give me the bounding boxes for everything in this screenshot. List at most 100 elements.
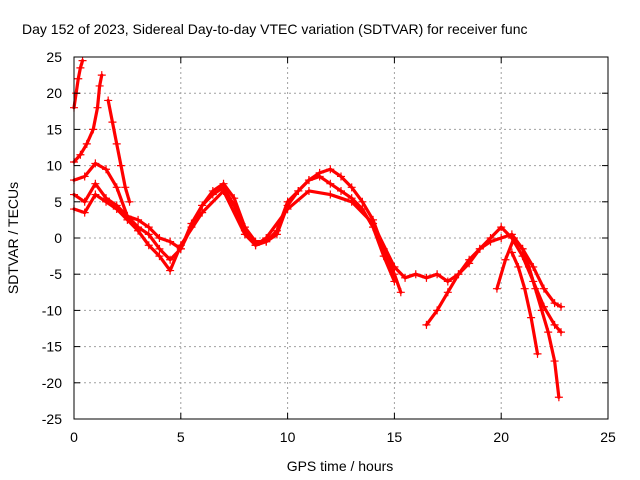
data-point: [337, 186, 345, 195]
series-line: [495, 236, 561, 399]
data-point: [390, 277, 399, 286]
y-axis-title: SDTVAR / TECUs: [5, 182, 21, 294]
data-point: [76, 63, 85, 72]
series-track-3: [104, 96, 134, 206]
data-point: [554, 393, 563, 402]
plot-frame: [73, 56, 609, 420]
data-point: [155, 234, 164, 242]
data-point: [443, 288, 452, 297]
data-point: [219, 186, 228, 195]
data-point: [326, 179, 335, 188]
y-tick-label: 10: [46, 158, 62, 174]
data-point: [155, 244, 164, 253]
data-point: [379, 252, 388, 261]
data-point: [539, 284, 548, 293]
series-track-6: [70, 186, 399, 275]
data-point: [465, 255, 474, 264]
data-point: [144, 223, 153, 232]
data-point: [326, 190, 335, 199]
data-point: [112, 139, 121, 148]
data-point: [121, 183, 130, 192]
y-tick-label: -20: [42, 375, 62, 391]
data-point: [401, 273, 410, 282]
x-tick-label: 20: [493, 429, 509, 445]
data-point: [514, 262, 523, 271]
data-point: [272, 226, 281, 235]
series-track-2: [70, 71, 106, 166]
data-point: [326, 165, 335, 174]
y-tick-label: 15: [46, 121, 62, 137]
data-point: [544, 328, 553, 337]
data-point: [537, 306, 546, 315]
data-point: [198, 208, 207, 217]
x-tick-label: 10: [280, 429, 296, 445]
data-point: [304, 176, 313, 185]
x-tick-label: 25: [600, 429, 616, 445]
axes-layer: 0 5 10 15 20 25 -25 -20 -15 -10 -5 0 5 10 15 20 25: [42, 49, 616, 445]
data-point: [304, 186, 313, 195]
data-point: [112, 183, 121, 192]
data-point: [80, 208, 89, 217]
y-tick-label: -15: [42, 339, 62, 355]
y-tick-label: 20: [46, 85, 62, 101]
data-point: [497, 223, 506, 232]
data-point: [89, 125, 98, 134]
data-point: [396, 288, 405, 297]
data-point: [123, 215, 132, 224]
data-point: [497, 234, 506, 242]
data-point: [347, 197, 356, 206]
series-track-10: [507, 248, 542, 358]
data-point: [283, 205, 292, 214]
data-point: [520, 284, 529, 293]
data-point: [78, 56, 87, 65]
data-point: [550, 320, 559, 329]
data-point: [433, 270, 442, 279]
data-point: [557, 302, 566, 311]
data-point: [95, 81, 104, 90]
data-point: [433, 306, 442, 315]
data-point: [134, 215, 143, 224]
x-axis-title: GPS time / hours: [287, 458, 394, 474]
data-point: [102, 165, 111, 174]
data-point: [198, 201, 207, 210]
series-line: [106, 98, 132, 204]
data-point: [422, 273, 431, 282]
data-point: [108, 118, 117, 127]
series-line: [424, 225, 563, 334]
data-point: [80, 197, 89, 206]
series-line: [72, 174, 396, 284]
data-point: [134, 226, 143, 235]
data-point: [91, 179, 100, 188]
y-tick-label: 0: [54, 230, 62, 246]
chart-title: Day 152 of 2023, Sidereal Day-to-day VTE…: [22, 21, 528, 37]
series-track-1: [70, 56, 87, 112]
data-point: [550, 299, 559, 308]
data-point: [492, 284, 501, 293]
series-track-9: [492, 234, 563, 402]
data-point: [251, 241, 260, 250]
x-tick-label: 15: [387, 429, 403, 445]
data-point: [176, 241, 185, 250]
data-point: [475, 244, 484, 253]
data-point: [347, 183, 356, 192]
data-point: [91, 190, 100, 199]
data-point: [80, 172, 89, 181]
y-tick-label: 25: [46, 49, 62, 65]
y-tick-label: -25: [42, 411, 62, 427]
data-point: [510, 234, 519, 242]
data-point: [550, 357, 559, 366]
data-point: [486, 234, 495, 242]
data-point: [443, 277, 452, 286]
data-point: [369, 219, 378, 228]
data-point: [74, 74, 83, 83]
data-point: [518, 244, 527, 253]
series-track-5: [70, 172, 399, 286]
y-tick-label: -10: [42, 302, 62, 318]
data-point: [166, 255, 175, 264]
data-point: [358, 197, 367, 206]
series-layer: [70, 56, 566, 402]
data-point: [240, 230, 249, 239]
grid-layer: [74, 57, 608, 419]
x-tick-label: 0: [70, 429, 78, 445]
x-tick-label: 5: [177, 429, 185, 445]
